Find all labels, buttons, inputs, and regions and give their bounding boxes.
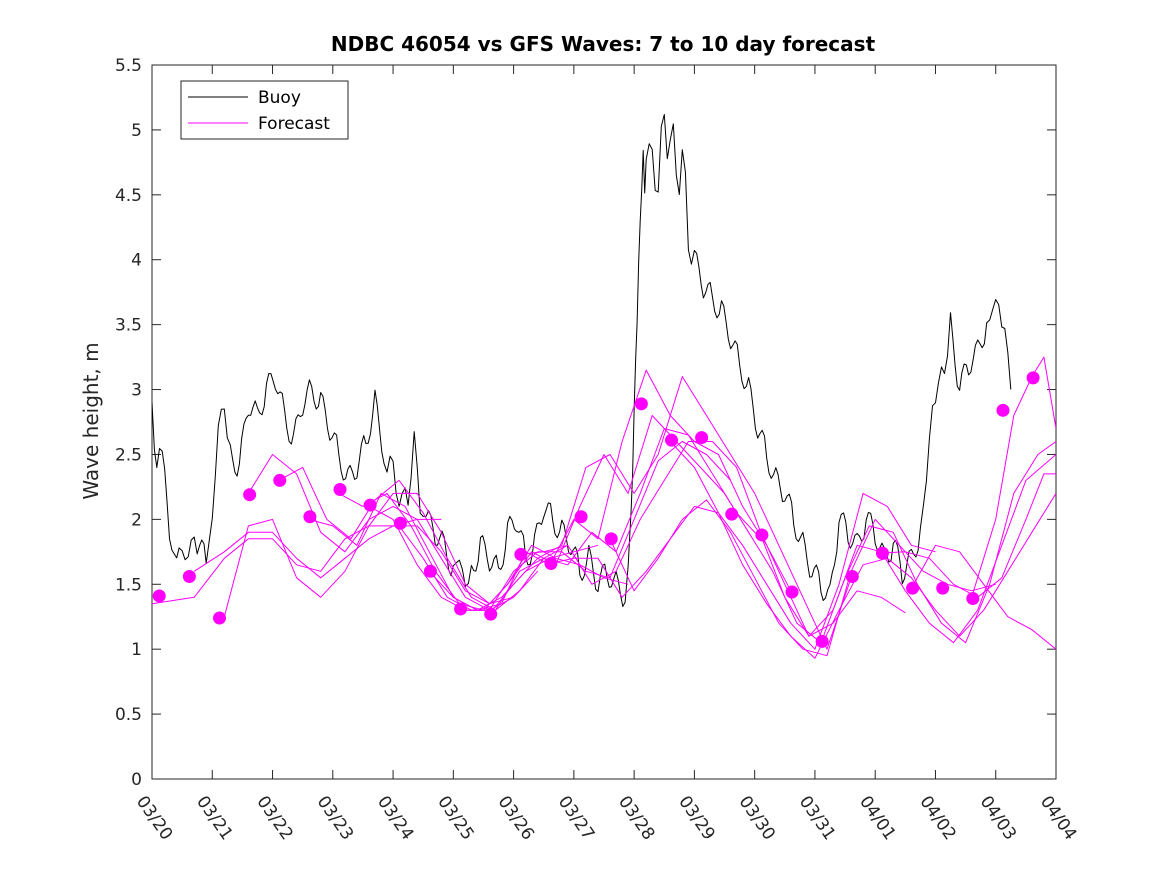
forecast-point-marker [363, 498, 377, 512]
forecast-series-line-11 [459, 415, 822, 644]
forecast-point-marker [725, 507, 739, 521]
forecast-point-marker [574, 510, 588, 524]
forecast-series-line-16 [669, 441, 1056, 659]
forecast-series-line-5 [278, 466, 569, 611]
forecast-point-marker [423, 564, 437, 578]
forecast-point-marker [544, 557, 558, 571]
forecast-point-marker [212, 611, 226, 625]
forecast-point-marker [333, 483, 347, 497]
forecast-point-marker [484, 607, 498, 621]
y-tick-label: 1.5 [115, 575, 142, 595]
forecast-point-marker [845, 569, 859, 583]
y-tick-label: 0.5 [115, 705, 142, 725]
y-tick-label: 4 [131, 251, 142, 271]
legend-buoy-label: Buoy [258, 88, 301, 108]
legend-forecast-label: Forecast [258, 114, 330, 134]
forecast-point-marker [996, 403, 1010, 417]
legend: Buoy Forecast [180, 80, 349, 140]
y-tick-label: 5.5 [115, 56, 142, 76]
forecast-point-marker [152, 589, 166, 603]
forecast-series-line-13 [519, 441, 906, 637]
forecast-point-marker [604, 532, 618, 546]
forecast-point-marker [815, 634, 829, 648]
forecast-series-line-3 [223, 492, 514, 617]
forecast-point-marker [664, 433, 678, 447]
forecast-point-marker [393, 516, 407, 530]
legend-box [180, 80, 349, 140]
y-tick-label: 2 [131, 510, 142, 530]
forecast-point-marker [514, 547, 528, 561]
chart-title: NDBC 46054 vs GFS Waves: 7 to 10 day for… [331, 32, 876, 56]
forecast-series-line-12 [489, 376, 852, 650]
forecast-series-line-18 [820, 441, 1056, 644]
data-layer [152, 114, 1056, 659]
forecast-point-marker [634, 397, 648, 411]
forecast-point-marker [243, 488, 257, 502]
forecast-point-marker [695, 431, 709, 445]
y-tick-label: 2.5 [115, 445, 142, 465]
forecast-point-marker [966, 592, 980, 606]
y-tick-label: 1 [131, 640, 142, 660]
forecast-point-marker [454, 602, 468, 616]
forecast-point-marker [1026, 371, 1040, 385]
forecast-point-marker [273, 473, 287, 487]
y-tick-label: 3 [131, 381, 142, 401]
y-axis-label: Wave height, m [79, 342, 103, 499]
forecast-point-marker [936, 581, 950, 595]
forecast-point-marker [906, 581, 920, 595]
forecast-point-marker [755, 528, 769, 542]
y-tick-label: 0 [131, 770, 142, 790]
forecast-series-line-2 [193, 525, 490, 605]
forecast-series-line-14 [549, 492, 936, 650]
forecast-point-marker [875, 546, 889, 560]
forecast-point-marker [182, 569, 196, 583]
y-tick-label: 5 [131, 121, 142, 141]
forecast-series-line-17 [760, 454, 1056, 644]
y-tick-label: 3.5 [115, 316, 142, 336]
axes-frame [151, 64, 1057, 780]
plot-area: 00.511.522.533.544.555.503/20 03/21 03/22 0… [115, 56, 1080, 844]
y-tick-label: 4.5 [115, 186, 142, 206]
forecast-series-line-10 [428, 369, 792, 611]
forecast-series-line-20 [910, 544, 1056, 650]
forecast-series-line-21 [971, 356, 1056, 598]
forecast-series-line-15 [609, 499, 996, 657]
forecast-point-marker [785, 585, 799, 599]
forecast-point-marker [303, 510, 317, 524]
